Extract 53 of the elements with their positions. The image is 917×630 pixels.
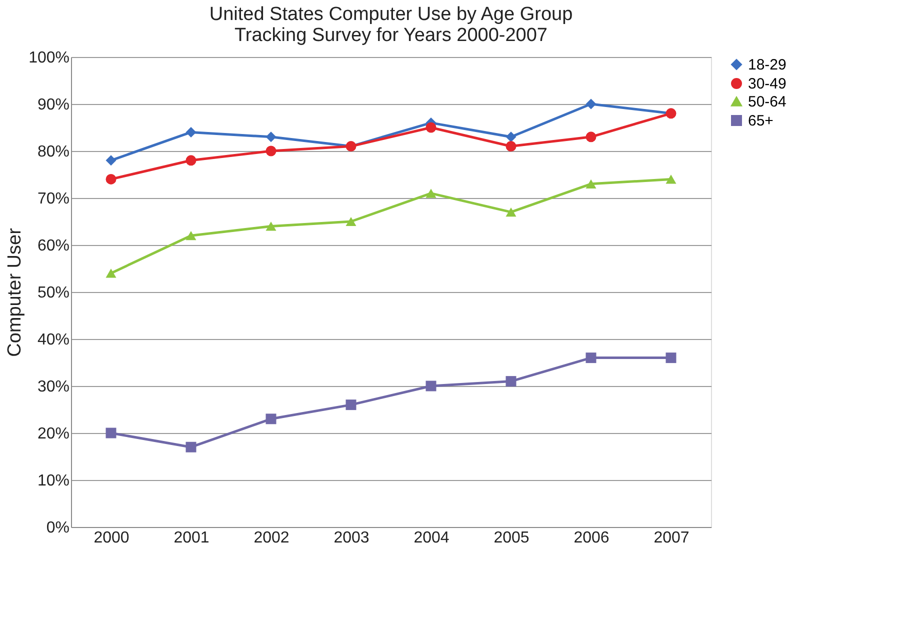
point xyxy=(266,132,276,142)
y-tick-label: 60% xyxy=(37,238,70,254)
legend-label: 30-49 xyxy=(748,76,786,92)
point xyxy=(586,98,596,110)
point xyxy=(106,174,116,184)
point xyxy=(586,132,596,142)
point xyxy=(186,231,196,240)
y-tick-label: 100% xyxy=(28,50,70,66)
y-axis-title: Computer User xyxy=(4,227,26,357)
point xyxy=(186,155,196,166)
point xyxy=(586,352,596,364)
text: United States Computer Use by Age Group xyxy=(209,4,573,25)
point xyxy=(426,122,436,133)
legend-label: 65+ xyxy=(748,112,774,130)
x-tick-label: 2007 xyxy=(654,530,690,546)
y-tick-label: 70% xyxy=(37,190,70,208)
point xyxy=(506,141,516,152)
x-tick-label: 2003 xyxy=(334,530,370,546)
point xyxy=(666,174,676,184)
y-tick-label: 10% xyxy=(37,472,70,490)
point xyxy=(586,179,596,188)
legend-label: 50-64 xyxy=(748,94,786,110)
point xyxy=(506,208,516,217)
point xyxy=(186,126,196,138)
x-tick-label: 2004 xyxy=(414,530,450,546)
y-tick-label: 30% xyxy=(37,378,70,396)
legend-label: 18-29 xyxy=(748,56,786,74)
y-tick-label: 90% xyxy=(37,96,70,114)
x-tick-label: 2005 xyxy=(494,530,530,546)
point xyxy=(346,400,356,410)
point xyxy=(426,380,436,392)
point xyxy=(506,132,516,142)
point xyxy=(346,216,356,226)
x-tick-label: 2001 xyxy=(174,530,210,546)
point xyxy=(266,146,276,156)
point xyxy=(666,352,676,364)
x-tick-label: 2006 xyxy=(574,530,610,546)
point xyxy=(106,155,116,166)
point xyxy=(106,268,116,278)
y-tick-label: 80% xyxy=(37,144,70,160)
point xyxy=(106,428,116,438)
point xyxy=(506,376,516,387)
y-tick-label: 0% xyxy=(46,520,70,536)
point xyxy=(426,188,436,198)
y-tick-label: 50% xyxy=(37,284,70,302)
point xyxy=(266,414,276,424)
text: Tracking Survey for Years 2000-2007 xyxy=(234,25,548,46)
point xyxy=(186,442,196,452)
y-tick-label: 20% xyxy=(37,426,70,442)
x-tick-label: 2002 xyxy=(254,530,290,546)
y-tick-label: 40% xyxy=(37,332,70,348)
point xyxy=(266,222,276,231)
x-tick-label: 2000 xyxy=(94,530,130,546)
